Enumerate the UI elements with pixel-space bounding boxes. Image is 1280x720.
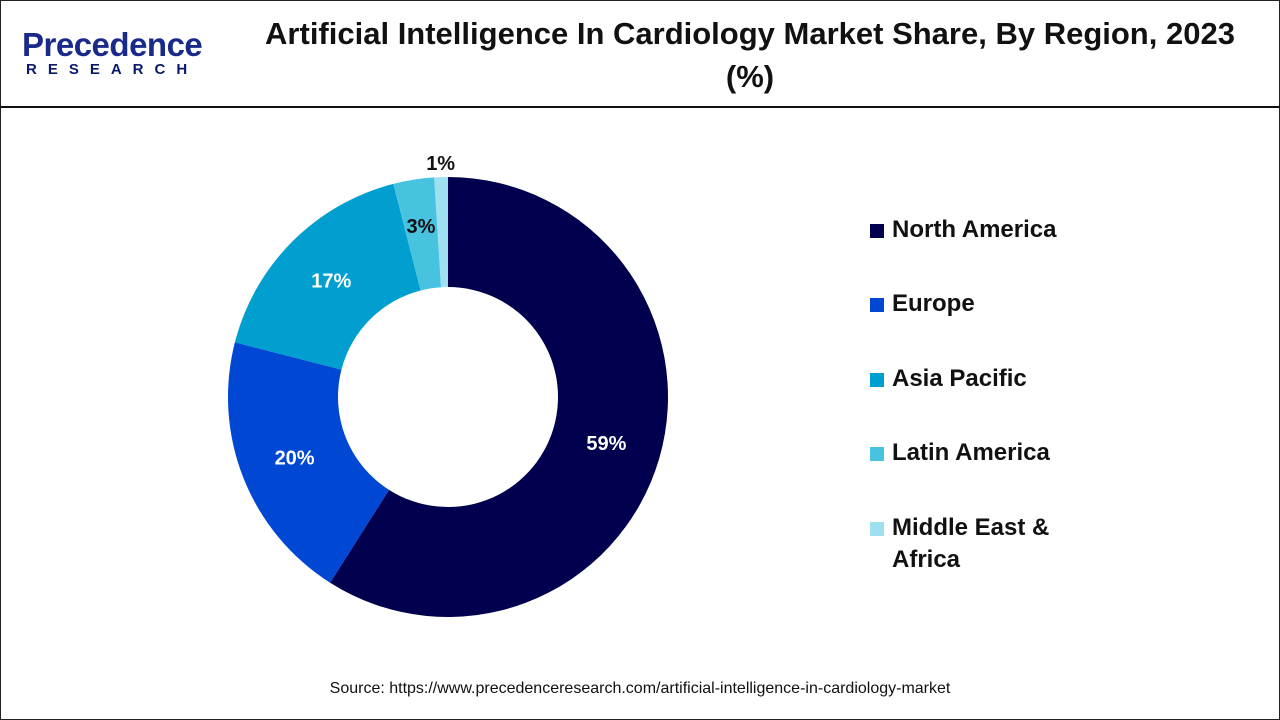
legend-label: Latin America (892, 439, 1050, 466)
data-label-europe: 20% (275, 448, 315, 470)
legend-swatch (870, 447, 884, 461)
legend-swatch (870, 522, 884, 536)
legend-item-europe: Europe (870, 288, 1090, 320)
slice-asia-pacific (234, 183, 421, 370)
data-label-latin-america: 3% (406, 216, 435, 238)
logo-subtext: RESEARCH (26, 61, 199, 78)
precedence-research-logo: Precedence RESEARCH (22, 26, 203, 78)
legend-swatch (870, 224, 884, 238)
chart-title: Artificial Intelligence In Cardiology Ma… (265, 16, 1235, 94)
legend-swatch (870, 373, 884, 387)
slice-europe (228, 342, 390, 583)
slice-north-america (330, 177, 668, 617)
slice-middle-east-africa (434, 177, 448, 288)
legend-label: Middle East & Africa (892, 514, 1050, 573)
legend-swatch (870, 298, 884, 312)
slice-latin-america (393, 177, 442, 291)
legend-item-asia-pacific: Asia Pacific (870, 363, 1090, 395)
data-label-middle-east-africa: 1% (426, 153, 455, 175)
logo-text: Precedence (22, 26, 203, 63)
legend-label: Europe (892, 290, 975, 317)
data-label-asia-pacific: 17% (311, 270, 351, 292)
legend-label: Asia Pacific (892, 365, 1027, 392)
legend-label: North America (892, 216, 1057, 243)
legend-item-north-america: North America (870, 214, 1090, 246)
source-text: Source: https://www.precedenceresearch.c… (329, 680, 951, 697)
header: Precedence RESEARCH Artificial Intellige… (0, 0, 1280, 108)
legend-item-middle-east-africa: Middle East & Africa (870, 512, 1090, 576)
legend-item-latin-america: Latin America (870, 437, 1090, 469)
data-label-north-america: 59% (586, 433, 626, 455)
